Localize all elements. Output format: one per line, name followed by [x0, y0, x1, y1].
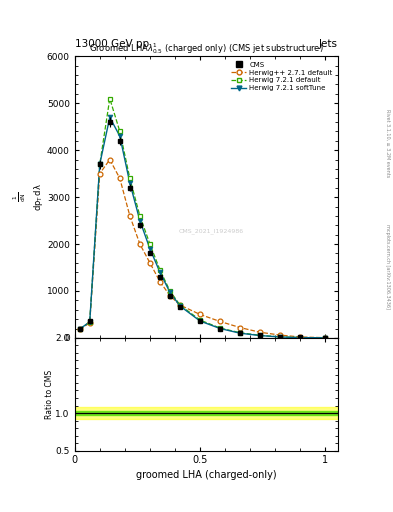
X-axis label: groomed LHA (charged-only): groomed LHA (charged-only) [136, 470, 277, 480]
Text: mcplots.cern.ch [arXiv:1306.3436]: mcplots.cern.ch [arXiv:1306.3436] [385, 224, 390, 309]
Text: Rivet 3.1.10, ≥ 3.2M events: Rivet 3.1.10, ≥ 3.2M events [385, 109, 390, 178]
Y-axis label: $\mathregular{\frac{1}{\mathrm{d}N}}$
$\mathregular{\mathrm{d}p_{\mathrm{T}}\,\m: $\mathregular{\frac{1}{\mathrm{d}N}}$ $\… [11, 183, 46, 211]
Title: Groomed LHA$\lambda^{1}_{0.5}$ (charged only) (CMS jet substructure): Groomed LHA$\lambda^{1}_{0.5}$ (charged … [89, 41, 324, 56]
Text: Jets: Jets [319, 38, 338, 49]
Legend: CMS, Herwig++ 2.7.1 default, Herwig 7.2.1 default, Herwig 7.2.1 softTune: CMS, Herwig++ 2.7.1 default, Herwig 7.2.… [229, 60, 334, 93]
Y-axis label: Ratio to CMS: Ratio to CMS [45, 370, 54, 419]
Text: CMS_2021_I1924986: CMS_2021_I1924986 [179, 228, 244, 234]
Text: 13000 GeV pp: 13000 GeV pp [75, 38, 149, 49]
